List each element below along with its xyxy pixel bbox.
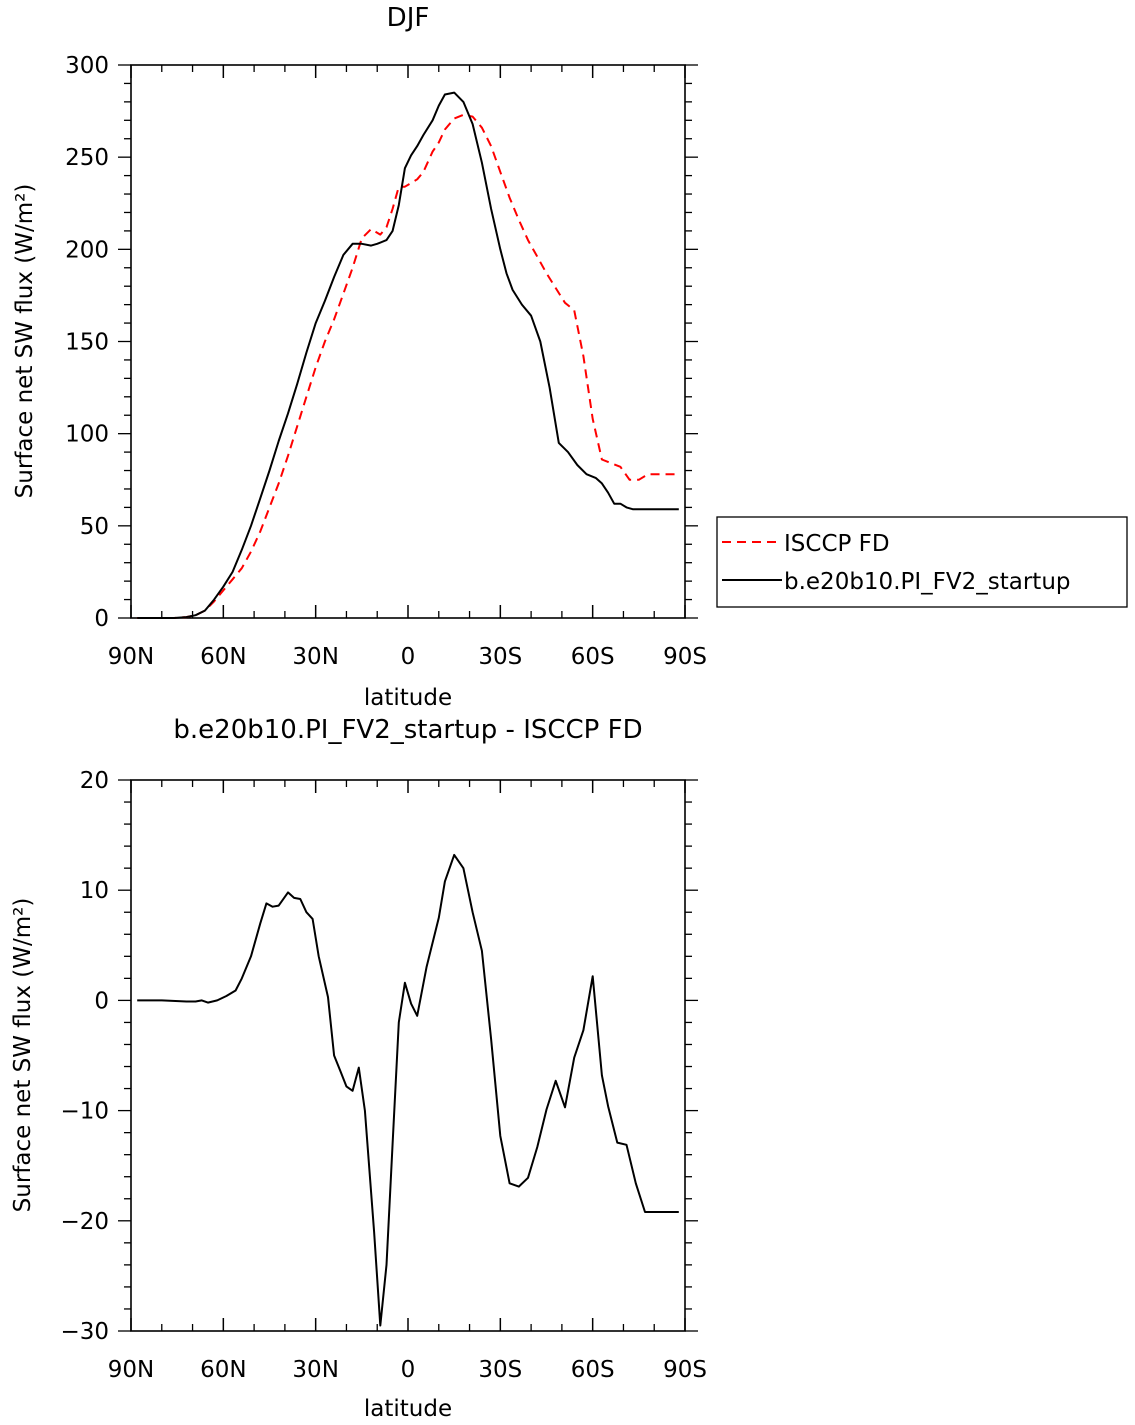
top-x-tick-label: 30N [292,644,338,670]
top-panel: DJF Surface net SW flux (W/m²) latitude … [12,3,707,711]
bottom-x-tick-label: 90N [108,1357,154,1383]
legend: ISCCP FD b.e20b10.PI_FV2_startup [716,516,1128,608]
top-x-tick-label: 90N [108,644,154,670]
bottom-plot-frame [130,779,686,1332]
top-y-tick-label: 0 [94,606,109,632]
bottom-y-tick-label: −20 [60,1209,109,1235]
top-x-tick-label: 60S [571,644,615,670]
top-x-tick-label: 60N [200,644,246,670]
bottom-y-tick-label: 20 [80,768,109,794]
top-y-tick-label: 150 [65,330,109,356]
bottom-y-tick-label: 10 [80,878,109,904]
top-y-tick-label: 300 [65,53,109,79]
top-x-tick-label: 30S [478,644,522,670]
bottom-y-tick-label: 0 [94,988,109,1014]
bottom-x-tick-label: 30S [478,1357,522,1383]
top-x-axis-label: latitude [364,685,452,711]
bottom-x-tick-label: 30N [292,1357,338,1383]
bottom-x-tick-label: 0 [401,1357,416,1383]
bottom-y-axis-label: Surface net SW flux (W/m²) [10,898,36,1213]
bottom-x-axis-label: latitude [364,1396,452,1422]
top-y-tick-label: 200 [65,237,109,263]
legend-label-model: b.e20b10.PI_FV2_startup [784,569,1071,595]
top-y-axis-label: Surface net SW flux (W/m²) [12,184,38,499]
bottom-panel: b.e20b10.PI_FV2_startup - ISCCP FD Surfa… [10,715,707,1422]
bottom-x-tick-label: 90S [663,1357,707,1383]
top-series-line-2 [137,91,679,619]
bottom-y-tick-label: −10 [60,1099,109,1125]
legend-label-isccp: ISCCP FD [784,531,890,557]
legend-box [716,516,1128,608]
bottom-chart-title: b.e20b10.PI_FV2_startup - ISCCP FD [173,715,642,745]
top-x-tick-label: 90S [663,644,707,670]
bottom-series-line-1 [137,853,679,1327]
top-series-line-1 [137,113,679,619]
top-y-tick-label: 250 [65,145,109,171]
top-plot-frame [130,64,686,619]
bottom-x-tick-label: 60S [571,1357,615,1383]
top-chart-title: DJF [387,3,430,33]
bottom-y-tick-label: −30 [60,1319,109,1345]
bottom-x-tick-label: 60N [200,1357,246,1383]
top-y-tick-label: 100 [65,422,109,448]
top-y-tick-label: 50 [80,514,109,540]
top-x-tick-label: 0 [401,644,416,670]
